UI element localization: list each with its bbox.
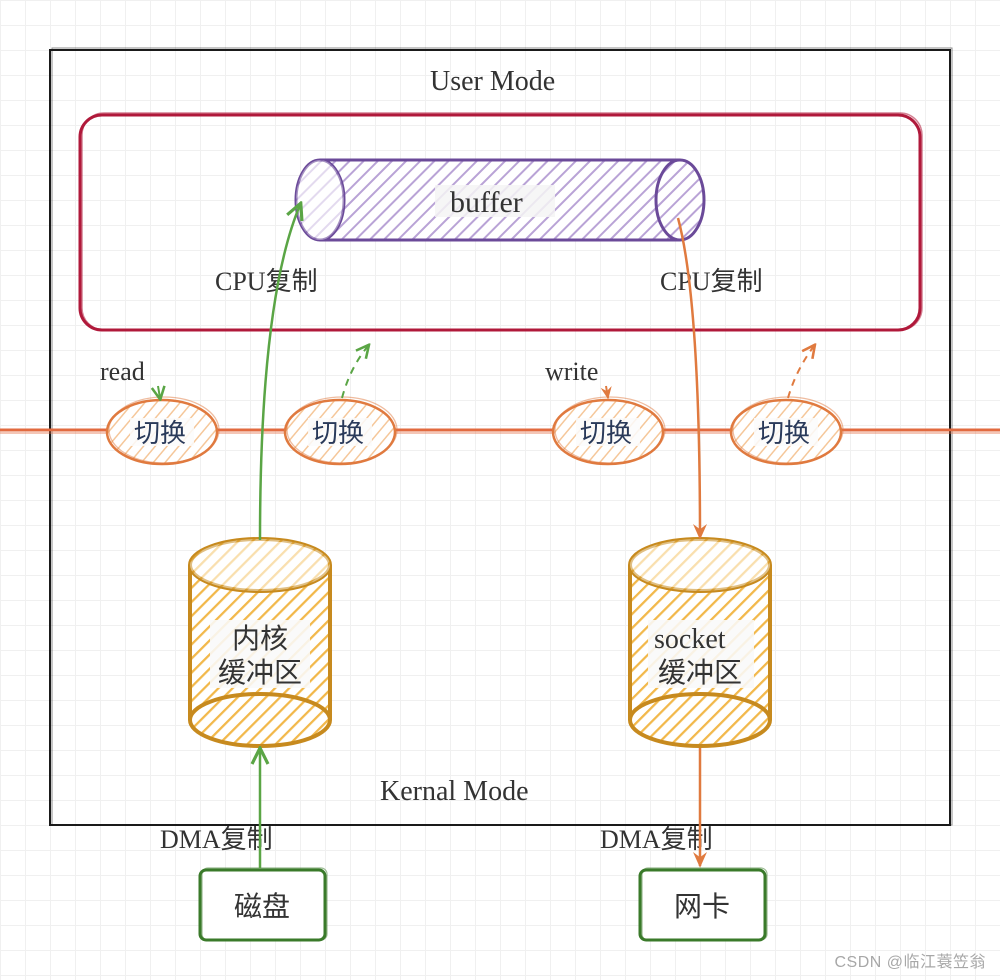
- svg-text:切换: 切换: [134, 418, 186, 448]
- cpu-copy-right-label: CPU复制: [660, 267, 763, 296]
- arrow-buffer-to-socket: [678, 218, 700, 538]
- socket-buffer-label1: socket: [654, 624, 726, 655]
- buffer-label: buffer: [450, 186, 523, 219]
- svg-text:切换: 切换: [580, 418, 632, 448]
- dma-right-label: DMA复制: [600, 825, 713, 854]
- buffer-cylinder: buffer: [296, 160, 704, 240]
- write-label: write: [545, 357, 598, 386]
- disk-box: 磁盘: [200, 868, 327, 940]
- watermark: CSDN @临江蓑笠翁: [834, 948, 986, 972]
- svg-text:切换: 切换: [312, 418, 364, 448]
- nic-box: 网卡: [640, 868, 767, 940]
- svg-text:切换: 切换: [758, 418, 810, 448]
- io-diagram: User Mode buffer 内核 缓冲区 socket 缓冲区: [0, 0, 1000, 980]
- socket-buffer-label2: 缓冲区: [658, 657, 742, 688]
- dma-left-label: DMA复制: [160, 825, 273, 854]
- arrow-kernel-to-buffer: [260, 205, 300, 540]
- socket-buffer-cylinder: socket 缓冲区: [630, 539, 770, 746]
- kernel-buffer-label1: 内核: [232, 623, 288, 654]
- kernel-mode-title: Kernal Mode: [380, 776, 529, 807]
- kernel-buffer-cylinder: 内核 缓冲区: [190, 539, 330, 746]
- nic-label: 网卡: [674, 891, 730, 922]
- user-mode-title: User Mode: [430, 66, 555, 97]
- cpu-copy-left-label: CPU复制: [215, 267, 318, 296]
- read-label: read: [100, 357, 145, 386]
- disk-label: 磁盘: [234, 891, 290, 922]
- switch-node-2: 切换: [285, 397, 397, 464]
- arrow-read-down: [158, 386, 160, 398]
- arrow-write-down: [606, 386, 608, 398]
- switch-node-1: 切换: [107, 397, 219, 464]
- arrow-sw4-up: [788, 346, 814, 398]
- kernel-buffer-label2: 缓冲区: [218, 657, 302, 688]
- switch-node-3: 切换: [553, 397, 665, 464]
- arrow-sw2-up: [342, 346, 368, 398]
- switch-node-4: 切换: [731, 397, 843, 464]
